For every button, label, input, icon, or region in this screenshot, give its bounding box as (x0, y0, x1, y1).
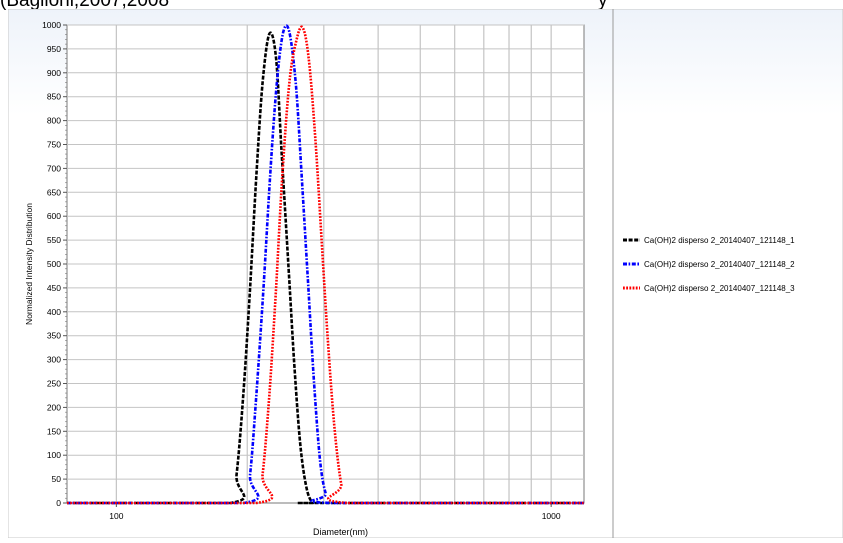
y-tick-label: 1000 (42, 20, 61, 30)
y-tick-label: 300 (47, 355, 61, 365)
y-tick-label: 0 (56, 498, 61, 508)
y-tick-label: 200 (47, 402, 61, 412)
legend-label-1: Ca(OH)2 disperso 2_20140407_121148_1 (644, 236, 795, 245)
series-line-3 (67, 25, 584, 505)
dls-size-distribution-chart: 0 50 100 150 200 250 300 350 400 450 500 550 600 650 7… (7, 8, 843, 539)
y-tick-label: 500 (47, 259, 61, 269)
y-tick-label: 250 (47, 379, 61, 389)
y-tick-label: 650 (47, 187, 61, 197)
y-tick-label: 100 (47, 450, 61, 460)
y-tick-label: 150 (47, 426, 61, 436)
x-tick-label: 100 (109, 511, 123, 521)
series-line-1 (67, 31, 584, 505)
legend: Ca(OH)2 disperso 2_20140407_121148_1 Ca(O… (623, 236, 795, 293)
caption-right: y (598, 0, 608, 11)
y-tick-label: 550 (47, 235, 61, 245)
x-axis-label: Diameter(nm) (313, 527, 368, 537)
y-tick-label: 850 (47, 92, 61, 102)
x-tick-label: 1000 (542, 511, 561, 521)
y-axis-label: Normalized Intensity Distribution (24, 203, 34, 325)
y-tick-label: 800 (47, 116, 61, 126)
y-tick-label: 900 (47, 68, 61, 78)
caption-left: (Baglioni,2007,2008 (0, 0, 170, 11)
y-tick-label: 350 (47, 331, 61, 341)
y-tick-label: 600 (47, 211, 61, 221)
y-tick-label: 50 (52, 474, 62, 484)
y-tick-label: 750 (47, 140, 61, 150)
legend-label-3: Ca(OH)2 disperso 2_20140407_121148_3 (644, 284, 795, 293)
y-tick-label: 700 (47, 163, 61, 173)
top-caption: (Baglioni,2007,2008 y (0, 0, 843, 11)
legend-label-2: Ca(OH)2 disperso 2_20140407_121148_2 (644, 260, 795, 269)
y-tick-label: 400 (47, 307, 61, 317)
y-tick-label: 950 (47, 44, 61, 54)
y-tick-label: 450 (47, 283, 61, 293)
plot-area: 0 50 100 150 200 250 300 350 400 450 500 550 600 650 7… (24, 20, 585, 537)
chart-frame: 0 50 100 150 200 250 300 350 400 450 500 550 600 650 7… (7, 8, 843, 539)
